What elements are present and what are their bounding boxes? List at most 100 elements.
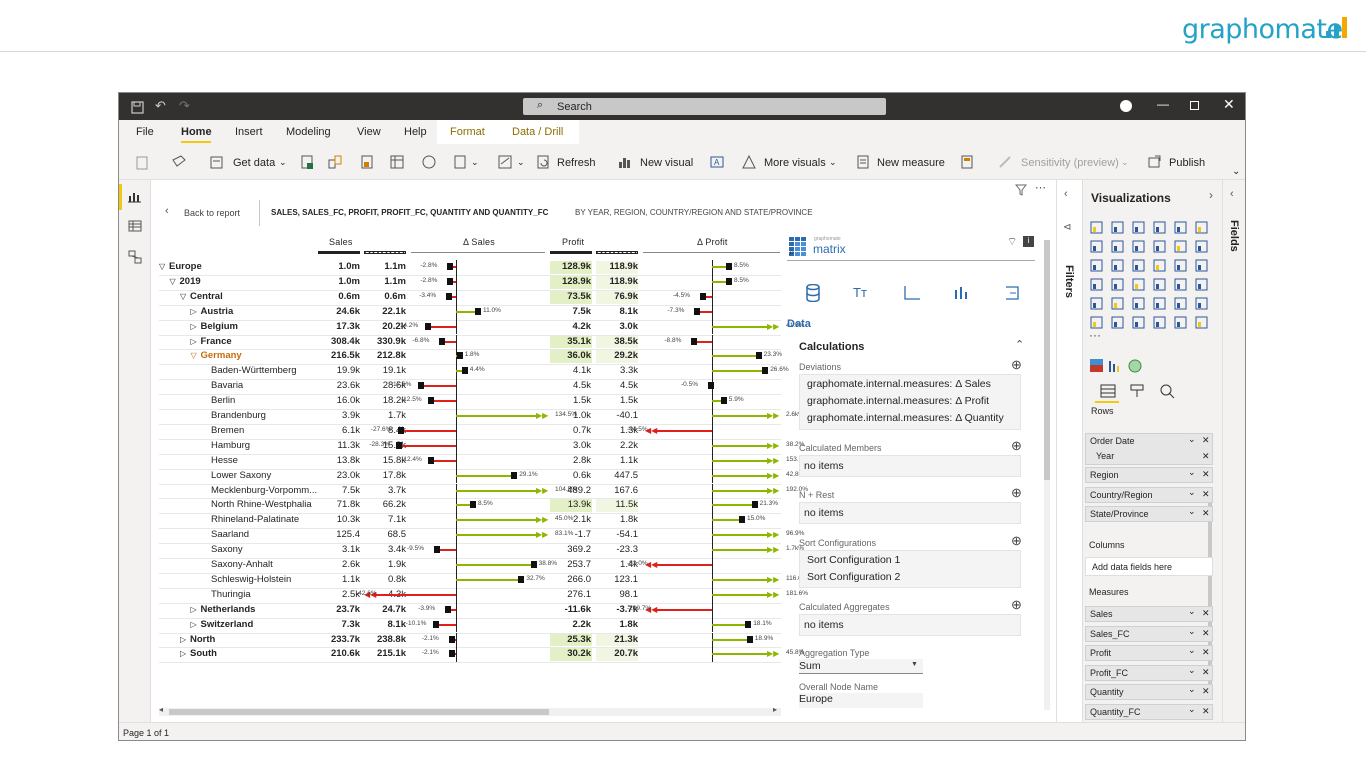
measure-well-field[interactable]	[1085, 684, 1213, 700]
row-label[interactable]: Baden-Württemberg	[211, 365, 297, 377]
tab-home[interactable]: Home	[181, 126, 212, 138]
row-label[interactable]: Saarland	[211, 529, 250, 541]
enter-data-icon[interactable]	[389, 154, 405, 170]
card-icon[interactable]	[1153, 278, 1166, 291]
bar-extra-icon[interactable]	[1195, 316, 1208, 329]
remove-field-icon[interactable]: ✕	[1202, 469, 1210, 479]
chevron-down-icon[interactable]: ⌄	[1188, 625, 1196, 636]
chevron-down-icon[interactable]: ⌄	[1121, 157, 1129, 167]
multi-row-card-icon[interactable]	[1174, 278, 1187, 291]
matrix-icon[interactable]	[1132, 297, 1145, 310]
chevron-down-icon[interactable]: ⌄	[1188, 664, 1196, 675]
row-label[interactable]: Mecklenburg-Vorpomm...	[211, 484, 318, 496]
key-influencers-icon[interactable]	[1195, 297, 1208, 310]
row-label[interactable]: Rhineland-Palatinate	[211, 514, 300, 526]
scrollbar-thumb[interactable]	[169, 709, 549, 715]
donut-icon[interactable]	[1174, 259, 1187, 272]
sort-configuration-item[interactable]: Sort Configuration 2	[807, 571, 901, 583]
ribbon-icon[interactable]	[1195, 240, 1208, 253]
search-box[interactable]: ⌕ Search	[523, 98, 886, 115]
treemap-icon[interactable]	[1195, 259, 1208, 272]
text-box-icon[interactable]: A	[709, 154, 725, 170]
row-label[interactable]: Hamburg	[211, 439, 251, 451]
add-n-rest-icon[interactable]: ⊕	[1011, 485, 1022, 500]
account-avatar[interactable]	[1120, 100, 1132, 112]
minimize-icon[interactable]: —	[1157, 97, 1169, 111]
row-well-field[interactable]	[1085, 486, 1213, 503]
new-visual-button[interactable]: New visual	[640, 157, 694, 169]
chevron-down-icon[interactable]: ⌄	[1188, 645, 1196, 655]
horizontal-scrollbar[interactable]: ◂ ▸	[159, 705, 781, 716]
deviation-item[interactable]: graphomate.internal.measures: Δ Profit	[807, 395, 990, 407]
redo-icon[interactable]: ↷	[179, 98, 190, 113]
expand-toggle-icon[interactable]: ▷	[180, 634, 187, 644]
save-icon[interactable]	[131, 101, 145, 115]
chevron-down-icon[interactable]: ⌄	[1188, 684, 1196, 694]
remove-field-icon[interactable]: ✕	[1202, 627, 1210, 638]
export-tab-icon[interactable]	[1003, 285, 1021, 301]
chevron-down-icon[interactable]: ⌄	[1188, 434, 1196, 444]
row-label[interactable]: Bremen	[211, 424, 245, 436]
chevron-down-icon[interactable]: ⌄	[517, 157, 525, 167]
decomp-tree-icon[interactable]	[1090, 316, 1103, 329]
viz-scrollbar-thumb[interactable]	[1208, 500, 1212, 700]
expand-toggle-icon[interactable]: ▽	[169, 276, 176, 286]
power-apps-icon[interactable]	[1174, 316, 1187, 329]
axis-tab-icon[interactable]	[903, 285, 921, 301]
aggregation-type-select[interactable]: Sum ▼	[799, 659, 923, 674]
back-chevron-icon[interactable]: ‹	[165, 205, 169, 217]
chevron-down-icon[interactable]: ⌄	[1188, 486, 1196, 497]
more-visuals-ellipsis-icon[interactable]: ···	[1089, 328, 1101, 342]
add-deviation-icon[interactable]: ⊕	[1011, 357, 1022, 372]
dataflow-icon[interactable]	[359, 154, 375, 170]
row-label[interactable]: Thuringia	[211, 588, 251, 600]
area-icon[interactable]	[1111, 240, 1124, 253]
100-bar-icon[interactable]	[1174, 221, 1187, 234]
remove-field-icon[interactable]: ✕	[1202, 488, 1210, 499]
quick-measure-icon[interactable]	[959, 154, 975, 170]
remove-field-icon[interactable]: ✕	[1202, 608, 1210, 618]
fields-well-icon[interactable]	[1099, 383, 1117, 399]
python-icon[interactable]	[1174, 297, 1187, 310]
remove-field-icon[interactable]: ✕	[1202, 666, 1210, 677]
row-label[interactable]: France	[200, 335, 232, 347]
measure-well-field[interactable]	[1085, 664, 1213, 681]
info-icon[interactable]: i	[1023, 236, 1034, 247]
get-data-icon[interactable]	[209, 154, 225, 170]
row-label[interactable]: Hesse	[211, 454, 238, 466]
row-label[interactable]: Netherlands	[200, 603, 256, 615]
data-tab-icon[interactable]	[805, 284, 821, 302]
excel-icon[interactable]	[299, 154, 315, 170]
deviation-item[interactable]: graphomate.internal.measures: Δ Sales	[807, 378, 991, 390]
expand-toggle-icon[interactable]: ▷	[190, 619, 197, 629]
close-icon[interactable]: ✕	[1223, 96, 1235, 112]
chevron-down-icon[interactable]: ⌄	[471, 157, 479, 167]
row-label[interactable]: North Rhine-Westphalia	[211, 499, 312, 511]
row-label[interactable]: Brandenburg	[211, 410, 266, 421]
row-label[interactable]: Bavaria	[211, 380, 244, 392]
new-visual-icon[interactable]	[617, 154, 633, 170]
more-options-icon[interactable]: ⋯	[1035, 182, 1046, 194]
data-view-icon[interactable]	[128, 220, 142, 232]
line-clustered-icon[interactable]	[1174, 240, 1187, 253]
recent-sources-icon[interactable]	[453, 154, 469, 170]
expand-toggle-icon[interactable]: ▷	[190, 306, 197, 316]
sort-configuration-item[interactable]: Sort Configuration 1	[807, 554, 901, 566]
model-view-icon[interactable]	[128, 250, 142, 264]
collapse-ribbon-icon[interactable]: ⌄	[1232, 166, 1241, 177]
row-label[interactable]: Saxony	[211, 544, 243, 556]
kpi-icon[interactable]	[1195, 278, 1208, 291]
more-visuals-button[interactable]: More visuals	[764, 157, 826, 169]
get-data-button[interactable]: Get data	[233, 157, 276, 169]
refresh-icon[interactable]	[535, 154, 551, 170]
remove-field-icon[interactable]: ✕	[1202, 508, 1210, 518]
chevron-down-icon[interactable]: ⌄	[279, 157, 287, 167]
dataset-icon[interactable]	[327, 154, 343, 170]
filters-pane-collapsed[interactable]: ‹ ⊲ Filters	[1056, 180, 1082, 722]
expand-toggle-icon[interactable]: ▽	[180, 291, 187, 301]
format-painter-icon[interactable]	[171, 154, 187, 170]
expand-toggle-icon[interactable]: ▷	[190, 604, 197, 614]
publish-button[interactable]: Publish	[1169, 157, 1206, 169]
row-label[interactable]: South	[190, 648, 217, 660]
wifi-off-icon[interactable]: ⌔	[1007, 236, 1018, 248]
